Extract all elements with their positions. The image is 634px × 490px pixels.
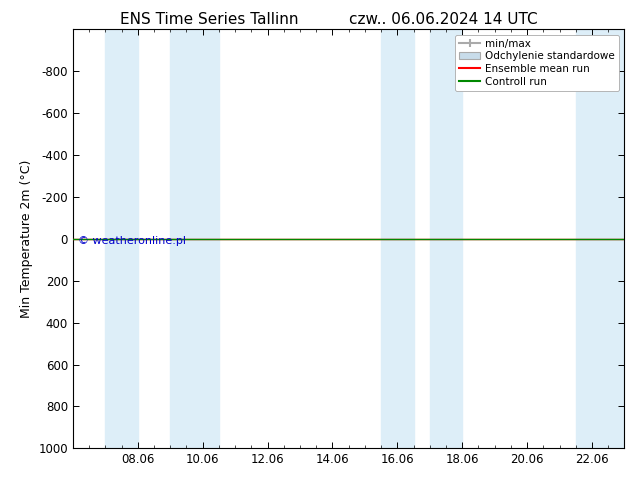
Bar [105,29,138,448]
Text: © weatheronline.pl: © weatheronline.pl [79,236,186,246]
Y-axis label: Min Temperature 2m (°C): Min Temperature 2m (°C) [20,160,33,318]
Text: czw.. 06.06.2024 14 UTC: czw.. 06.06.2024 14 UTC [349,12,538,27]
Text: ENS Time Series Tallinn: ENS Time Series Tallinn [120,12,299,27]
Bar [381,29,413,448]
Bar [576,29,624,448]
Legend: min/max, Odchylenie standardowe, Ensemble mean run, Controll run: min/max, Odchylenie standardowe, Ensembl… [455,35,619,91]
Bar [430,29,462,448]
Bar [171,29,219,448]
